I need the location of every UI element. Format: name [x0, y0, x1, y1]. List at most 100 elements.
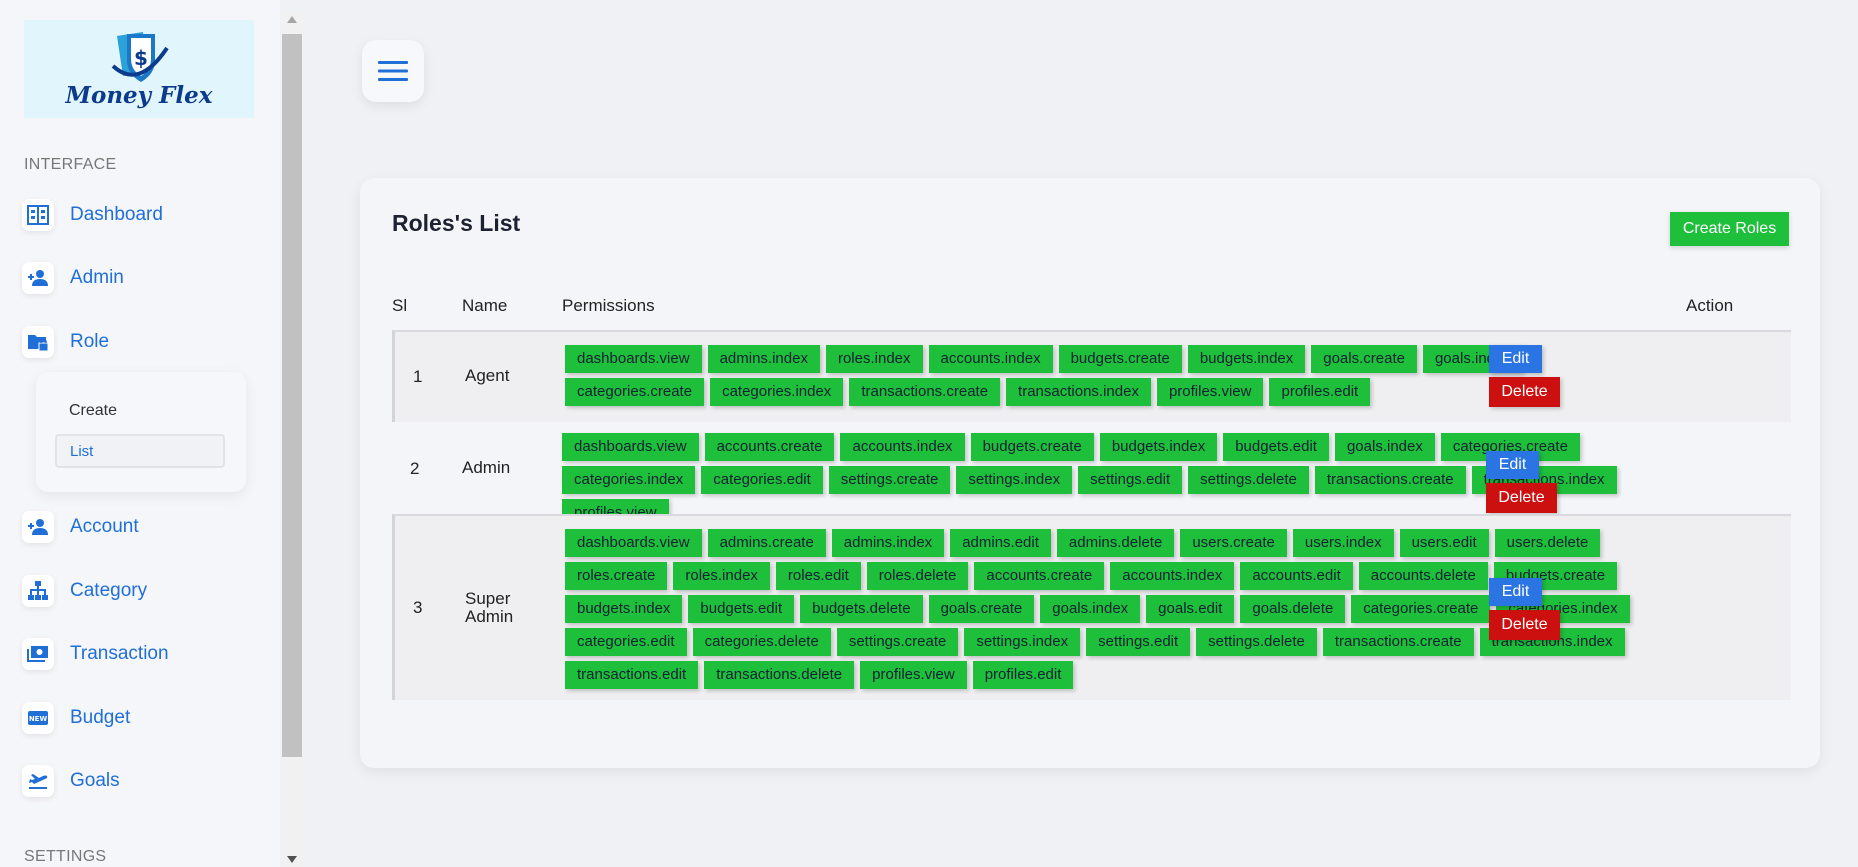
permission-badge: accounts.create: [974, 562, 1105, 590]
permissions-list: dashboards.view admins.create admins.index…: [565, 529, 1645, 694]
sidebar-item-role[interactable]: Role: [22, 322, 262, 362]
permission-badge: budgets.create: [1058, 345, 1182, 373]
submenu-item-list[interactable]: List: [55, 434, 225, 468]
sidebar-item-label: Transaction: [70, 643, 169, 664]
roles-list-card: Roles's List Create Roles Sl Name Permis…: [360, 178, 1820, 768]
permission-badge: settings.index: [964, 628, 1081, 656]
permission-badge: users.edit: [1399, 529, 1489, 557]
column-header-name: Name: [462, 296, 508, 315]
dashboard-icon: [22, 199, 54, 231]
permission-badge: profiles.edit: [972, 661, 1074, 689]
sidebar-item-dashboard[interactable]: Dashboard: [22, 195, 262, 235]
delete-button[interactable]: Delete: [1486, 483, 1557, 513]
sidebar-item-transaction[interactable]: Transaction: [22, 634, 262, 674]
permission-badge: categories.create: [565, 378, 705, 406]
table-row: 3 Super Admin dashboards.view admins.crea…: [392, 514, 1791, 700]
scrollbar-thumb[interactable]: [282, 34, 302, 757]
delete-button[interactable]: Delete: [1489, 377, 1560, 407]
submenu-item-create[interactable]: Create: [69, 402, 118, 419]
svg-text:$: $: [134, 46, 148, 70]
permission-badge: categories.create: [1351, 595, 1491, 623]
scroll-up-arrow-icon[interactable]: [287, 16, 297, 23]
permission-badge: goals.delete: [1240, 595, 1346, 623]
permission-badge: categories.edit: [701, 466, 823, 494]
sidebar-item-admin[interactable]: Admin: [22, 258, 262, 298]
menu-toggle-button[interactable]: [362, 40, 424, 102]
permission-badge: accounts.index: [928, 345, 1053, 373]
permission-badge: categories.edit: [565, 628, 687, 656]
permission-badge: accounts.delete: [1358, 562, 1488, 590]
permission-badge: transactions.delete: [704, 661, 855, 689]
sidebar-scrollbar[interactable]: [281, 12, 303, 867]
sidebar-item-label: Goals: [70, 770, 120, 791]
permission-badge: budgets.index: [1187, 345, 1306, 373]
permission-badge: profiles.edit: [1269, 378, 1371, 406]
permission-badge: roles.index: [825, 345, 923, 373]
permission-badge: admins.index: [707, 345, 820, 373]
submenu-item-list-label: List: [70, 443, 94, 460]
permission-badge: users.index: [1292, 529, 1394, 557]
permission-badge: settings.create: [828, 466, 951, 494]
permission-badge: goals.index: [1040, 595, 1141, 623]
permission-badge: accounts.edit: [1240, 562, 1353, 590]
row-name: Agent: [465, 366, 510, 385]
sidebar-item-budget[interactable]: NEW Budget: [22, 698, 262, 738]
permission-badge: roles.create: [565, 562, 668, 590]
row-name: Super Admin: [465, 589, 514, 626]
table-row: 2 Admin dashboards.view accounts.create ac…: [392, 420, 1788, 527]
permissions-list: dashboards.view admins.index roles.index ac…: [565, 345, 1645, 411]
permission-badge: settings.index: [956, 466, 1073, 494]
permission-badge: budgets.delete: [800, 595, 923, 623]
permission-badge: profiles.view: [860, 661, 967, 689]
permission-badge: dashboards.view: [565, 529, 702, 557]
permission-badge: users.delete: [1494, 529, 1601, 557]
section-label-interface: INTERFACE: [24, 156, 117, 173]
edit-button[interactable]: Edit: [1486, 451, 1539, 479]
sidebar-item-label: Account: [70, 516, 139, 537]
permission-badge: accounts.create: [704, 433, 835, 461]
permission-badge: dashboards.view: [562, 433, 699, 461]
permissions-list: dashboards.view accounts.create accounts.i…: [562, 433, 1642, 532]
permission-badge: categories.delete: [692, 628, 831, 656]
svg-text:NEW: NEW: [29, 715, 48, 723]
permission-badge: categories.create: [1440, 433, 1580, 461]
scroll-down-arrow-icon[interactable]: [287, 856, 297, 863]
permission-badge: categories.index: [710, 378, 844, 406]
lock-folder-icon: [22, 326, 54, 358]
permission-badge: admins.index: [831, 529, 945, 557]
permission-badge: settings.create: [836, 628, 959, 656]
edit-button[interactable]: Edit: [1489, 345, 1542, 373]
permission-badge: roles.delete: [866, 562, 969, 590]
permission-badge: roles.index: [673, 562, 770, 590]
permission-badge: transactions.edit: [565, 661, 699, 689]
add-person-icon: [22, 511, 54, 543]
create-roles-button[interactable]: Create Roles: [1670, 212, 1789, 246]
money-flex-logo[interactable]: $ Money Flex: [24, 20, 254, 118]
permission-badge: transactions.index: [1006, 378, 1151, 406]
section-label-settings: SETTINGS: [24, 848, 107, 865]
sidebar-item-goals[interactable]: Goals: [22, 761, 262, 801]
row-name: Admin: [462, 458, 511, 477]
logo-text: Money Flex: [65, 81, 213, 109]
sidebar-item-label: Admin: [70, 267, 124, 288]
sidebar: $ Money Flex INTERFACE Dashboard Admin R…: [0, 0, 280, 867]
permission-badge: transactions.create: [849, 378, 1001, 406]
permission-badge: goals.index: [1334, 433, 1435, 461]
delete-button[interactable]: Delete: [1489, 610, 1560, 640]
add-person-icon: [22, 262, 54, 294]
column-header-permissions: Permissions: [562, 296, 655, 315]
sidebar-item-label: Category: [70, 580, 148, 601]
sidebar-item-category[interactable]: Category: [22, 571, 262, 611]
column-header-sl: Sl: [392, 296, 408, 315]
permission-badge: settings.delete: [1196, 628, 1317, 656]
permission-badge: admins.edit: [950, 529, 1051, 557]
new-badge-icon: NEW: [22, 702, 54, 734]
edit-button[interactable]: Edit: [1489, 578, 1542, 606]
permission-badge: transactions.create: [1322, 628, 1474, 656]
table-row: 1 Agent dashboards.view admins.index roles…: [392, 330, 1791, 422]
permission-badge: budgets.index: [565, 595, 683, 623]
row-sl: 1: [413, 367, 423, 386]
permission-badge: accounts.index: [1110, 562, 1235, 590]
sidebar-item-account[interactable]: Account: [22, 507, 262, 547]
page-title: Roles's List: [392, 210, 521, 236]
